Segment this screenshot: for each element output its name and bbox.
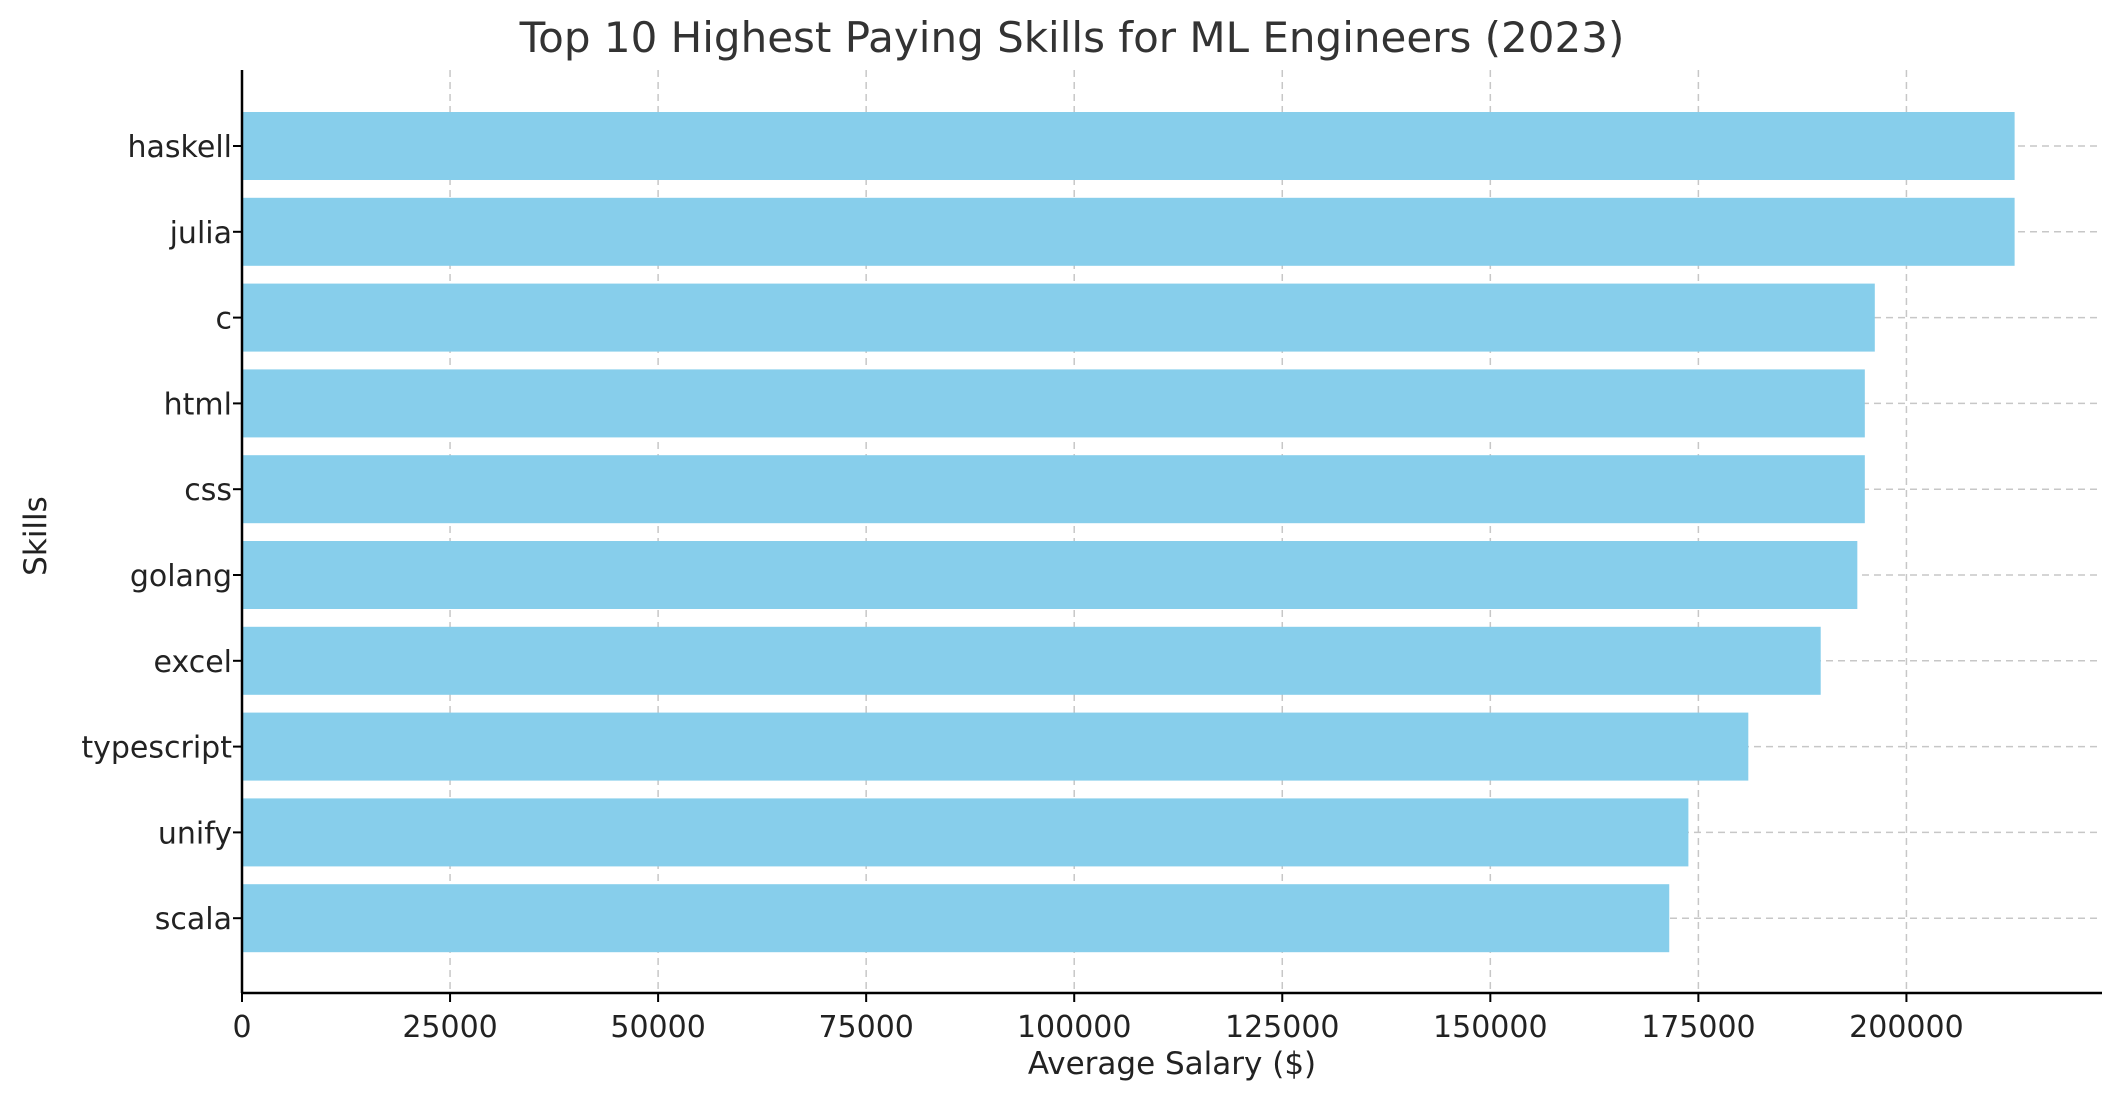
y-tick-label-julia: julia (169, 216, 232, 251)
bar-c (242, 283, 1875, 352)
x-tick-label: 150000 (1433, 1010, 1548, 1045)
y-tick-label-haskell: haskell (128, 130, 232, 165)
x-tick-label: 175000 (1641, 1010, 1756, 1045)
y-axis-label: Skills (18, 496, 54, 576)
bar-excel (242, 626, 1821, 695)
y-tick-label-scala: scala (155, 902, 232, 937)
y-tick-label-typescript: typescript (81, 731, 232, 766)
axes: 0 25000 50000 75000 100000 125000 150000 175000… (81, 70, 2102, 1045)
y-tick-label-css: css (184, 473, 232, 508)
bar-typescript (242, 712, 1749, 781)
x-tick-label: 200000 (1849, 1010, 1964, 1045)
x-tick-label: 0 (232, 1010, 251, 1045)
x-tick-label: 25000 (402, 1010, 497, 1045)
bar-html (242, 369, 1865, 438)
y-tick-label-excel: excel (154, 645, 232, 680)
bars (242, 112, 2015, 953)
bar-golang (242, 541, 1858, 609)
chart-title: Top 10 Highest Paying Skills for ML Engi… (519, 13, 1625, 62)
x-tick-label: 125000 (1225, 1010, 1340, 1045)
x-axis-label: Average Salary ($) (1028, 1046, 1316, 1082)
x-tick-label: 50000 (610, 1010, 705, 1045)
y-tick-label-c: c (216, 302, 233, 337)
bar-css (242, 455, 1865, 524)
x-tick-label: 75000 (818, 1010, 913, 1045)
y-tick-label-golang: golang (130, 559, 232, 594)
bar-unify (242, 798, 1689, 867)
bar-julia (242, 197, 2015, 266)
bar-scala (242, 884, 1670, 953)
y-tick-label-unify: unify (158, 816, 232, 851)
bar-haskell (242, 112, 2015, 180)
y-tick-label-html: html (164, 387, 232, 422)
x-tick-label: 100000 (1017, 1010, 1132, 1045)
